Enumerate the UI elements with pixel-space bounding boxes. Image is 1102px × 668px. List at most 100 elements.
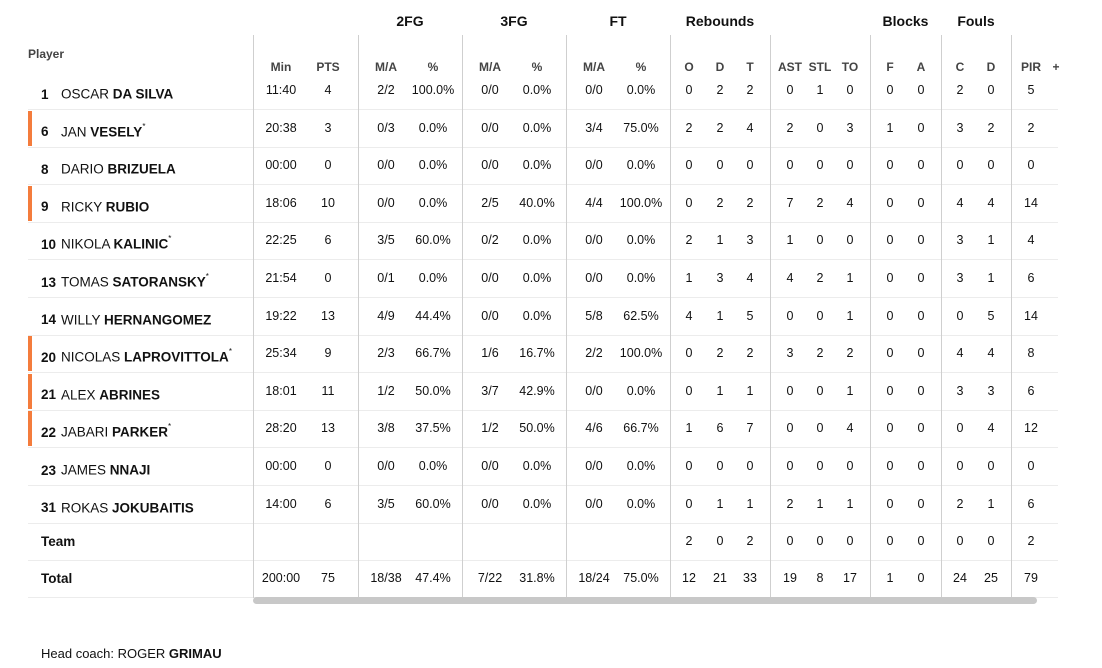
player-name[interactable]: 6 JAN VESELY* (41, 110, 145, 147)
stat-cell: 0 (886, 308, 894, 323)
player-name[interactable]: 1 OSCAR DA SILVA (41, 72, 173, 109)
stat-cell: 0 (816, 459, 824, 473)
player-first-name: ROKAS (61, 500, 109, 516)
column-header-4[interactable]: M/A (479, 60, 501, 74)
stat-cell: 0 (716, 158, 724, 173)
player-name[interactable]: 31 ROKAS JOKUBAITIS (41, 486, 194, 523)
stat-cell: 0/0 (585, 233, 603, 248)
column-header-3[interactable]: % (427, 60, 439, 74)
stat-cell: 4 (987, 421, 995, 436)
team-label: Team (41, 534, 76, 550)
add-column-icon[interactable]: + (1052, 60, 1060, 74)
stat-cell: 0/0 (481, 496, 499, 511)
column-header-0[interactable]: Min (270, 60, 292, 74)
player-last-name: VESELY (90, 124, 143, 140)
stat-cell: 0 (324, 271, 332, 285)
player-name[interactable]: 20 NICOLAS LAPROVITTOLA* (41, 335, 232, 372)
column-divider (566, 35, 567, 598)
player-column-header[interactable]: Player (28, 47, 65, 61)
column-header-16[interactable]: C (955, 60, 965, 74)
stat-cell: 3 (786, 346, 794, 361)
column-header-9[interactable]: D (715, 60, 725, 74)
starter-marker (28, 336, 32, 372)
player-name[interactable]: 9 RICKY RUBIO (41, 185, 149, 222)
stat-cell: 3/7 (481, 383, 499, 398)
column-header-2[interactable]: M/A (375, 60, 397, 74)
player-last-name: ABRINES (99, 387, 161, 403)
stat-cell (298, 523, 358, 560)
stat-cell: 4/4 (585, 195, 603, 210)
stat-cell: 0.0% (522, 120, 552, 135)
stat-cell: 3 (956, 233, 964, 248)
table-row[interactable]: 1 OSCAR DA SILVA 11:40 4 2/2 100.0% 0/0 0.0% 0/0… (28, 72, 1058, 110)
stat-cell: 2/2 (377, 83, 395, 97)
stat-cell: 0 (886, 271, 894, 285)
stat-cell: 1 (816, 83, 824, 97)
table-row[interactable]: 13 TOMAS SATORANSKY* 21:54 0 0/1 0.0% 0/0 0.0% 0… (28, 260, 1058, 298)
stat-cell: 0 (846, 459, 854, 473)
column-header-5[interactable]: % (531, 60, 543, 74)
column-header-10[interactable]: T (746, 60, 754, 74)
stat-cell: 0 (917, 195, 925, 210)
player-name[interactable]: 21 ALEX ABRINES (41, 373, 160, 410)
column-header-6[interactable]: M/A (583, 60, 605, 74)
stat-cell: 7/22 (477, 570, 503, 585)
column-header-13[interactable]: TO (841, 60, 859, 74)
table-row[interactable]: 21 ALEX ABRINES 18:01 11 1/2 50.0% 3/7 42.9% 0/0… (28, 373, 1058, 411)
stat-cell: 2/3 (377, 346, 395, 361)
player-name[interactable]: 14 WILLY HERNANGOMEZ (41, 298, 211, 335)
table-row[interactable]: 9 RICKY RUBIO 18:06 10 0/0 0.0% 2/5 40.0% 4/4 100… (28, 185, 1058, 223)
column-header-7[interactable]: % (635, 60, 647, 74)
stat-cell: 0 (886, 158, 894, 173)
horizontal-scrollbar[interactable] (253, 597, 1037, 604)
stat-cell: 5 (1027, 83, 1035, 97)
column-header-18[interactable]: PIR (1020, 60, 1041, 74)
table-row[interactable]: 31 ROKAS JOKUBAITIS 14:00 6 3/5 60.0% 0/0 0.0% 0… (28, 486, 1058, 524)
table-row[interactable]: 14 WILLY HERNANGOMEZ 19:22 13 4/9 44.4% 0/0 0.0… (28, 298, 1058, 336)
column-header-15[interactable]: A (916, 60, 926, 74)
total-label: Total (41, 570, 73, 586)
column-header-8[interactable]: O (684, 60, 694, 74)
stat-cell: 44.4% (415, 308, 451, 323)
column-header-1[interactable]: PTS (316, 60, 340, 74)
stat-cell: 0 (786, 534, 794, 549)
column-header-17[interactable]: D (986, 60, 996, 74)
stat-cell: 0 (917, 570, 925, 585)
column-header-14[interactable]: F (886, 60, 894, 74)
column-divider (1011, 35, 1012, 598)
stat-cell: 0 (917, 158, 925, 173)
player-name[interactable]: 23 JAMES NNAJI (41, 448, 150, 485)
player-name[interactable]: 8 DARIO BRIZUELA (41, 147, 176, 184)
stat-cell: 1/2 (377, 383, 395, 398)
stat-cell: 1 (746, 383, 754, 398)
table-row[interactable]: 6 JAN VESELY* 20:38 3 0/3 0.0% 0/0 0.0% 3/4 75.0%… (28, 110, 1058, 148)
total-row: Total 200:00 75 18/38 47.4% 7/22 31.8% 18/24 75.… (28, 560, 1058, 598)
player-name[interactable]: 22 JABARI PARKER* (41, 410, 171, 447)
stat-cell: 100.0% (619, 195, 663, 210)
stat-cell: 0 (987, 459, 995, 473)
table-row[interactable]: 20 NICOLAS LAPROVITTOLA* 25:34 9 2/3 66.7% 1/6… (28, 335, 1058, 374)
stat-cell: 2 (816, 195, 824, 210)
stat-cell: 3/8 (377, 421, 395, 436)
stat-cell: 100.0% (411, 83, 455, 97)
column-header-12[interactable]: STL (808, 60, 832, 74)
stat-cell: 24 (953, 570, 967, 585)
stat-cell: 00:00 (265, 459, 297, 473)
column-header-11[interactable]: AST (778, 60, 802, 74)
player-name[interactable]: 13 TOMAS SATORANSKY* (41, 260, 209, 297)
stat-cell: 79 (1024, 570, 1038, 585)
player-number: 1 (41, 86, 49, 102)
table-row[interactable]: 22 JABARI PARKER* 28:20 13 3/8 37.5% 1/2 50.0% 4… (28, 410, 1058, 449)
table-row[interactable]: 23 JAMES NNAJI 00:00 0 0/0 0.0% 0/0 0.0% 0/0 0.0%… (28, 448, 1058, 486)
stat-cell: 0 (917, 346, 925, 361)
stat-cell: 0/0 (377, 459, 395, 473)
stat-cell: 0 (786, 308, 794, 323)
table-row[interactable]: 8 DARIO BRIZUELA 00:00 0 0/0 0.0% 0/0 0.0% 0/0 0.… (28, 147, 1058, 186)
stat-cell: 2 (956, 83, 964, 97)
stat-cell: 6 (324, 496, 332, 511)
player-name[interactable]: 10 NIKOLA KALINIC* (41, 222, 171, 259)
table-row[interactable]: 10 NIKOLA KALINIC* 22:25 6 3/5 60.0% 0/2 0.0% 0/… (28, 222, 1058, 261)
player-number: 8 (41, 161, 49, 177)
stat-cell: 2/5 (481, 195, 499, 210)
stat-cell: 5 (987, 308, 995, 323)
